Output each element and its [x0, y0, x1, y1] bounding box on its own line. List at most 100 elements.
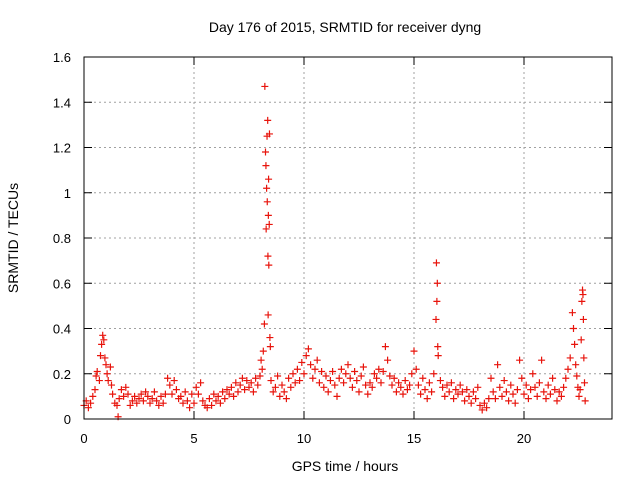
data-point	[210, 390, 218, 398]
data-point	[538, 356, 546, 364]
data-point	[553, 397, 561, 405]
data-point	[139, 397, 147, 405]
data-point	[166, 381, 174, 389]
data-point	[544, 381, 552, 389]
data-point	[566, 354, 574, 362]
data-point	[489, 388, 497, 396]
data-point	[133, 399, 141, 407]
data-point	[417, 390, 425, 398]
data-point	[445, 388, 453, 396]
data-point	[216, 399, 224, 407]
data-point	[335, 374, 343, 382]
data-point	[260, 320, 268, 328]
data-point	[392, 388, 400, 396]
data-point	[257, 356, 265, 364]
data-point	[264, 211, 272, 219]
x-tick-label: 0	[80, 431, 87, 446]
data-point	[491, 395, 499, 403]
data-point	[551, 386, 559, 394]
data-point	[212, 397, 220, 405]
data-point	[580, 354, 588, 362]
data-point	[555, 388, 563, 396]
data-point	[289, 370, 297, 378]
data-point	[265, 130, 273, 138]
data-point	[296, 377, 304, 385]
data-point	[474, 383, 482, 391]
data-point	[357, 372, 365, 380]
data-point	[238, 374, 246, 382]
data-point	[225, 390, 233, 398]
data-point	[247, 379, 255, 387]
data-point	[522, 381, 530, 389]
x-tick-label: 5	[190, 431, 197, 446]
data-point	[441, 392, 449, 400]
data-point	[265, 175, 273, 183]
data-point	[433, 279, 441, 287]
data-point	[199, 397, 207, 405]
data-point	[531, 383, 539, 391]
data-point	[192, 383, 200, 391]
data-point	[205, 395, 213, 403]
data-point	[128, 397, 136, 405]
data-point	[452, 386, 460, 394]
data-point	[261, 82, 269, 90]
data-point	[509, 390, 517, 398]
x-tick-label: 15	[407, 431, 421, 446]
data-point	[326, 377, 334, 385]
data-point	[254, 381, 262, 389]
data-point	[320, 383, 328, 391]
data-point	[269, 388, 277, 396]
data-point	[570, 325, 577, 332]
data-point	[95, 377, 103, 385]
data-point	[161, 390, 169, 398]
data-point	[172, 386, 180, 394]
data-point	[113, 401, 121, 409]
data-point	[249, 388, 257, 396]
data-point	[285, 374, 293, 382]
data-point	[309, 374, 317, 382]
data-point	[483, 404, 491, 412]
y-tick-label: 1.4	[53, 95, 71, 110]
data-point	[271, 383, 279, 391]
axis-ticks: 0 0.2 0.4 0.6 0.8 1 1.2 1.4 1.6 0 5 10 15 20	[53, 50, 612, 446]
data-point	[266, 343, 274, 351]
data-point	[439, 383, 447, 391]
data-point	[230, 392, 238, 400]
data-point	[578, 297, 586, 305]
data-point	[423, 395, 431, 403]
data-point	[443, 381, 451, 389]
data-point	[370, 370, 378, 378]
data-point	[414, 381, 422, 389]
data-point	[311, 365, 319, 373]
data-point	[397, 383, 405, 391]
data-point	[278, 381, 286, 389]
data-point	[258, 365, 266, 373]
data-point	[572, 361, 580, 369]
data-point	[280, 388, 288, 396]
data-point	[157, 392, 165, 400]
x-tick-label: 10	[297, 431, 311, 446]
data-point	[529, 370, 537, 378]
data-point	[262, 225, 270, 233]
y-tick-label: 0	[64, 412, 71, 427]
data-point	[348, 383, 356, 391]
data-point	[214, 392, 222, 400]
data-point	[236, 381, 244, 389]
data-point	[300, 370, 308, 378]
data-point	[98, 340, 106, 348]
data-point	[527, 386, 535, 394]
data-point	[513, 386, 521, 394]
data-point	[99, 331, 107, 339]
data-point	[241, 386, 249, 394]
data-point	[524, 395, 532, 403]
data-point	[406, 381, 414, 389]
data-point	[259, 347, 267, 355]
data-point	[571, 340, 579, 348]
data-point	[265, 220, 273, 228]
data-point	[520, 390, 528, 398]
data-point	[346, 374, 354, 382]
data-point	[108, 381, 115, 389]
data-point	[421, 386, 429, 394]
data-point	[234, 388, 242, 396]
